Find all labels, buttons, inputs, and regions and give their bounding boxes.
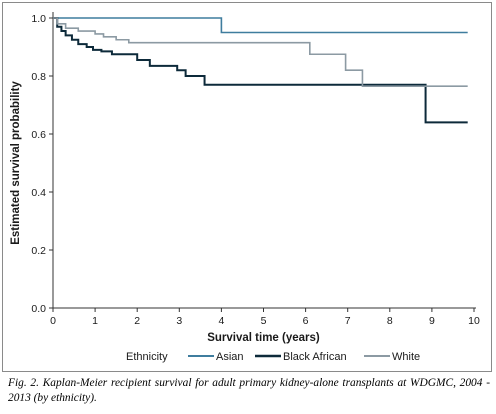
x-tick-label: 1 bbox=[92, 315, 98, 327]
y-tick-label: 0.6 bbox=[31, 129, 46, 141]
legend-label-black-african: Black African bbox=[283, 351, 347, 363]
x-tick-label: 10 bbox=[468, 315, 480, 327]
y-tick-label: 0.8 bbox=[31, 71, 46, 83]
y-tick-label: 0.4 bbox=[31, 187, 46, 199]
legend-title: Ethnicity bbox=[126, 351, 168, 363]
x-axis-label: Survival time (years) bbox=[207, 332, 320, 344]
x-tick-label: 2 bbox=[134, 315, 140, 327]
series-line-white bbox=[53, 17, 468, 87]
x-tick-label: 8 bbox=[387, 315, 393, 327]
y-tick-label: 0.2 bbox=[31, 245, 46, 257]
y-axis-label: Estimated survival probability bbox=[10, 81, 22, 245]
x-tick-label: 3 bbox=[176, 315, 182, 327]
series-line-asian bbox=[53, 17, 468, 34]
figure-caption: Fig. 2. Kaplan-Meier recipient survival … bbox=[8, 377, 490, 404]
legend-label-white: White bbox=[392, 351, 420, 363]
y-tick-label: 1.0 bbox=[31, 13, 46, 25]
y-tick-label: 0.0 bbox=[31, 303, 46, 315]
x-tick-label: 4 bbox=[218, 315, 224, 327]
legend-label-asian: Asian bbox=[216, 351, 244, 363]
x-tick-label: 5 bbox=[261, 315, 267, 327]
figure-frame bbox=[2, 2, 492, 372]
x-tick-label: 6 bbox=[303, 315, 309, 327]
x-tick-label: 0 bbox=[50, 315, 56, 327]
series-line-black-african bbox=[53, 17, 468, 124]
x-tick-label: 7 bbox=[345, 315, 351, 327]
kaplan-meier-chart: 0 1 2 3 4 5 6 7 8 9 10 0.0 0.2 0.4 0.6 0.8 1.0 Survival t… bbox=[10, 12, 480, 363]
x-tick-label: 9 bbox=[429, 315, 435, 327]
